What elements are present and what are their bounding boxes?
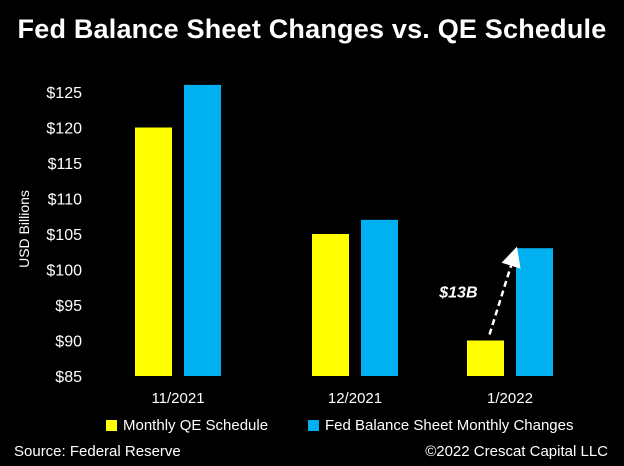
bar-fed-balance-changes: [516, 248, 553, 376]
y-tick-label: $120: [46, 121, 82, 138]
y-tick-label: $90: [55, 334, 82, 351]
bar-fed-balance-changes: [184, 84, 221, 377]
legend-item-qe: Monthly QE Schedule: [106, 417, 268, 434]
y-tick-label: $115: [48, 156, 83, 173]
bar-qe-schedule: [135, 127, 172, 376]
y-tick-label: $110: [48, 192, 83, 209]
annotation-label: $13B: [438, 284, 477, 301]
annotation-arrow: [488, 246, 521, 335]
legend-item-fed: Fed Balance Sheet Monthly Changes: [308, 417, 574, 434]
y-tick-label: $125: [46, 85, 82, 102]
bar-fed-balance-changes: [361, 219, 398, 376]
x-category-label: 12/2021: [328, 390, 382, 407]
chart-title: Fed Balance Sheet Changes vs. QE Schedul…: [17, 14, 607, 44]
legend-swatch-qe: [106, 420, 117, 431]
bar-qe-schedule: [467, 340, 504, 376]
copyright-note: ©2022 Crescat Capital LLC: [425, 443, 608, 460]
x-category-label: 11/2021: [151, 390, 204, 407]
source-note: Source: Federal Reserve: [14, 443, 181, 460]
legend-swatch-fed: [308, 420, 319, 431]
legend-label-qe: Monthly QE Schedule: [123, 417, 269, 434]
bar-qe-schedule: [312, 234, 349, 376]
y-tick-label: $85: [55, 369, 82, 386]
y-tick-label: $100: [46, 263, 82, 280]
legend-label-fed: Fed Balance Sheet Monthly Changes: [325, 417, 574, 434]
x-category-label: 1/2022: [487, 390, 533, 407]
legend: Monthly QE Schedule Fed Balance Sheet Mo…: [0, 417, 624, 437]
y-tick-label: $95: [55, 298, 82, 315]
y-tick-label: $105: [46, 227, 82, 244]
